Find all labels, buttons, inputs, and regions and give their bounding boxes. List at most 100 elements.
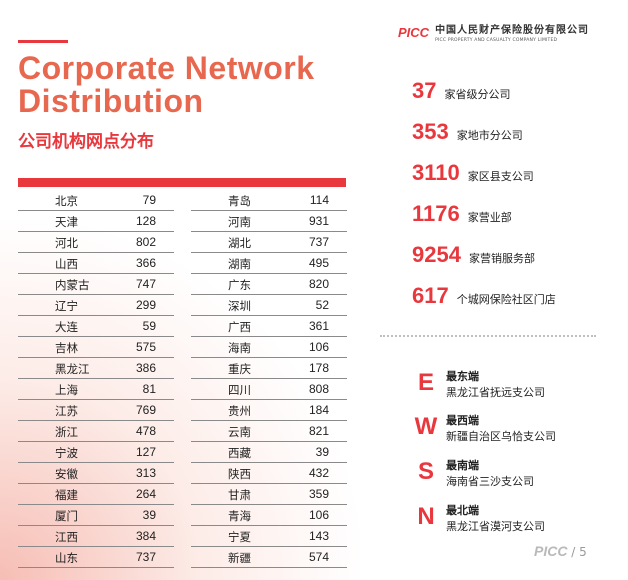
branch-count: 802 bbox=[135, 235, 156, 249]
region-name: 江西 bbox=[55, 530, 78, 544]
region-name: 吉林 bbox=[55, 341, 78, 355]
table-row: 吉林 575 bbox=[18, 337, 174, 358]
extreme-title: 最东端 bbox=[446, 370, 479, 383]
table-row: 重庆 178 bbox=[191, 358, 347, 379]
compass-letter: N bbox=[417, 503, 435, 530]
table-row: 宁波 127 bbox=[18, 442, 174, 463]
stat-label: 家省级分公司 bbox=[444, 88, 511, 101]
region-name: 新疆 bbox=[228, 551, 251, 565]
region-name: 宁波 bbox=[55, 446, 78, 460]
branch-count: 737 bbox=[135, 550, 156, 564]
table-row: 浙江 478 bbox=[18, 421, 174, 442]
branch-count: 432 bbox=[308, 466, 329, 480]
company-name-en: PICC PROPERTY AND CASUALTY COMPANY LIMIT… bbox=[435, 38, 558, 43]
table-row: 山西 366 bbox=[18, 253, 174, 274]
table-row: 大连 59 bbox=[18, 316, 174, 337]
stat-label: 家地市分公司 bbox=[456, 129, 523, 142]
region-name: 上海 bbox=[55, 383, 78, 397]
branch-count: 820 bbox=[308, 277, 329, 291]
table-row: 青海 106 bbox=[191, 505, 347, 526]
region-name: 山东 bbox=[55, 551, 78, 565]
region-name: 黑龙江 bbox=[55, 362, 90, 376]
stat-community-stores: 617 个城网保险社区门店 bbox=[412, 283, 556, 309]
table-row: 四川 808 bbox=[191, 379, 347, 400]
stat-sales-offices: 1176 家营业部 bbox=[412, 201, 512, 227]
extreme-place: 新疆自治区乌恰支公司 bbox=[446, 430, 556, 443]
stat-county-branches: 3110 家区县支公司 bbox=[412, 160, 534, 186]
region-name: 云南 bbox=[228, 425, 251, 439]
branch-count: 143 bbox=[308, 529, 329, 543]
branch-count: 106 bbox=[308, 508, 329, 522]
table-row: 湖南 495 bbox=[191, 253, 347, 274]
branch-count: 384 bbox=[135, 529, 156, 543]
branch-count: 931 bbox=[308, 214, 329, 228]
region-name: 北京 bbox=[55, 194, 78, 208]
stat-number: 353 bbox=[412, 119, 449, 144]
stat-number: 37 bbox=[412, 78, 437, 103]
table-row: 贵州 184 bbox=[191, 400, 347, 421]
table-row: 河南 931 bbox=[191, 211, 347, 232]
region-name: 浙江 bbox=[55, 425, 78, 439]
picc-logo-mark: PICC bbox=[398, 25, 430, 40]
region-name: 河北 bbox=[55, 236, 78, 250]
table-row: 江苏 769 bbox=[18, 400, 174, 421]
table-row: 宁夏 143 bbox=[191, 526, 347, 547]
branch-count: 574 bbox=[308, 550, 329, 564]
table-row: 北京 79 bbox=[18, 190, 174, 211]
table-row: 海南 106 bbox=[191, 337, 347, 358]
branch-count: 737 bbox=[308, 235, 329, 249]
extreme-place: 黑龙江省漠河支公司 bbox=[446, 520, 545, 533]
table-row: 江西 384 bbox=[18, 526, 174, 547]
region-name: 贵州 bbox=[228, 404, 251, 418]
region-name: 海南 bbox=[228, 341, 251, 355]
stat-number: 617 bbox=[412, 283, 449, 308]
table-row: 福建 264 bbox=[18, 484, 174, 505]
table-row: 安徽 313 bbox=[18, 463, 174, 484]
branch-count: 821 bbox=[308, 424, 329, 438]
region-name: 山西 bbox=[55, 257, 78, 271]
company-logo: PICC 中国人民财产保险股份有限公司 PICC PROPERTY AND CA… bbox=[398, 25, 589, 44]
region-name: 江苏 bbox=[55, 404, 78, 418]
branch-count: 575 bbox=[135, 340, 156, 354]
branch-count: 264 bbox=[135, 487, 156, 501]
branch-table-right: 青岛 114 河南 931 湖北 737 湖南 495 广东 820 深圳 52 广西 361… bbox=[191, 190, 347, 568]
branch-count: 313 bbox=[135, 466, 156, 480]
extreme-title: 最北端 bbox=[446, 504, 479, 517]
stat-number: 3110 bbox=[412, 160, 460, 185]
branch-count: 79 bbox=[142, 193, 156, 207]
stat-number: 9254 bbox=[412, 242, 461, 267]
region-name: 辽宁 bbox=[55, 299, 78, 313]
region-name: 青岛 bbox=[228, 194, 251, 208]
region-name: 重庆 bbox=[228, 362, 251, 376]
table-row: 青岛 114 bbox=[191, 190, 347, 211]
table-row: 广西 361 bbox=[191, 316, 347, 337]
table-row: 山东 737 bbox=[18, 547, 174, 568]
branch-count: 361 bbox=[308, 319, 329, 333]
region-name: 广东 bbox=[228, 278, 251, 292]
page-footer: PICC / 5 bbox=[534, 543, 587, 559]
branch-count: 59 bbox=[142, 319, 156, 333]
region-name: 内蒙古 bbox=[55, 278, 90, 292]
table-row: 天津 128 bbox=[18, 211, 174, 232]
branch-count: 808 bbox=[308, 382, 329, 396]
table-row: 甘肃 359 bbox=[191, 484, 347, 505]
table-row: 厦门 39 bbox=[18, 505, 174, 526]
region-name: 陕西 bbox=[228, 467, 251, 481]
region-name: 湖北 bbox=[228, 236, 251, 250]
region-name: 四川 bbox=[228, 383, 251, 397]
branch-count: 769 bbox=[135, 403, 156, 417]
extreme-place: 海南省三沙支公司 bbox=[446, 475, 534, 488]
divider bbox=[380, 335, 596, 337]
branch-count: 39 bbox=[315, 445, 329, 459]
region-name: 广西 bbox=[228, 320, 251, 334]
branch-count: 39 bbox=[142, 508, 156, 522]
region-name: 青海 bbox=[228, 509, 251, 523]
branch-count: 747 bbox=[135, 277, 156, 291]
compass-letter: W bbox=[414, 413, 438, 440]
region-name: 甘肃 bbox=[228, 488, 251, 502]
region-name: 安徽 bbox=[55, 467, 78, 481]
table-row: 辽宁 299 bbox=[18, 295, 174, 316]
branch-count: 495 bbox=[308, 256, 329, 270]
branch-count: 106 bbox=[308, 340, 329, 354]
table-row: 内蒙古 747 bbox=[18, 274, 174, 295]
